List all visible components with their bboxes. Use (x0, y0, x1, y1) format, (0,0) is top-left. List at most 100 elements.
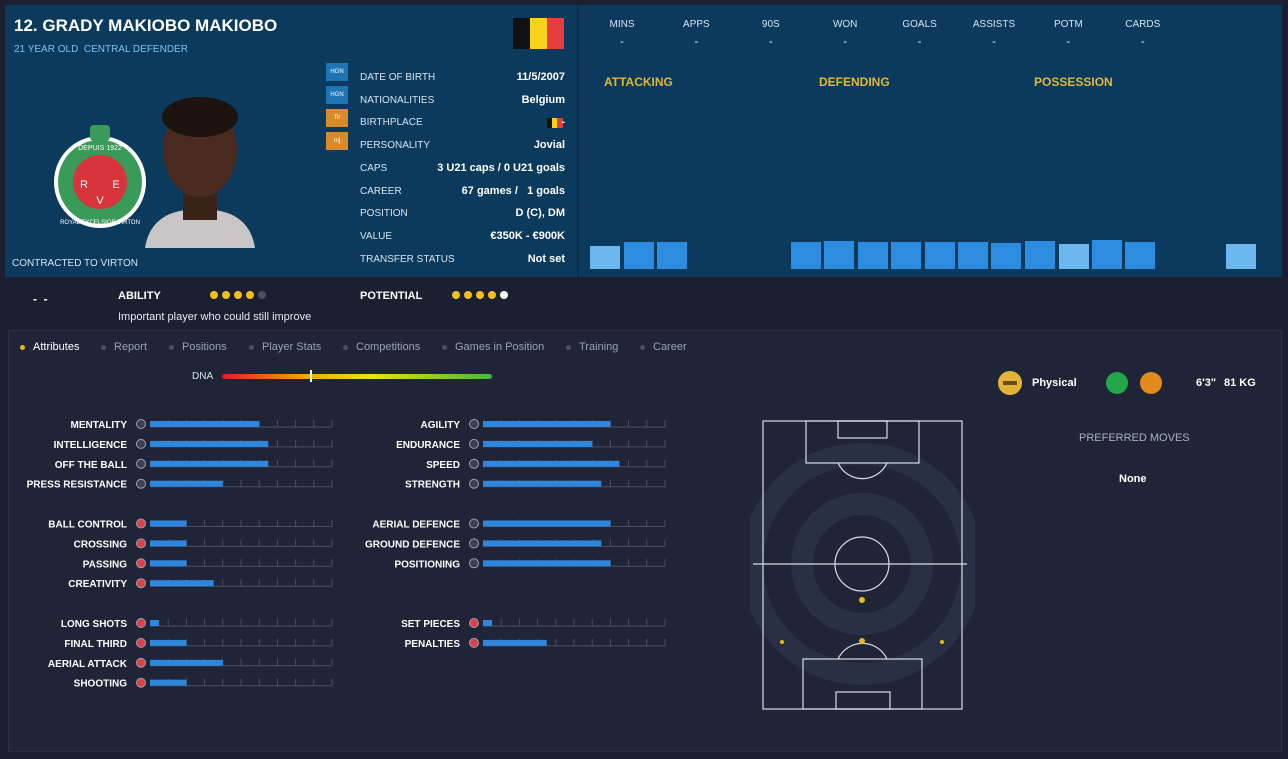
attribute-name: SHOOTING (74, 679, 128, 690)
attributes-panel (8, 330, 1282, 752)
attribute-name: AGILITY (421, 420, 461, 431)
detail-label: CAREER (360, 185, 402, 197)
tab[interactable]: Player Stats (262, 341, 322, 353)
rating-dashes: - - (33, 292, 48, 306)
tab[interactable]: Training (579, 341, 619, 353)
club-crest: DEPUIS 1922 ROYAL EXCELSIOR VIRTON R E V (54, 125, 146, 228)
contract: CONTRACTED TO VIRTON (12, 258, 138, 269)
tab-dot (343, 345, 348, 350)
attribute-bar (483, 460, 620, 467)
rating-dot (246, 291, 254, 299)
badge: Tir (326, 109, 348, 127)
tab[interactable]: Games in Position (455, 341, 545, 353)
attribute-name: AERIAL DEFENCE (372, 520, 460, 531)
tab[interactable]: Report (114, 341, 148, 353)
attribute-bar (483, 440, 593, 447)
stat-value: - (620, 36, 624, 48)
tab-dot (101, 345, 106, 350)
tab-dot (249, 345, 254, 350)
attribute-bar (483, 520, 611, 527)
detail-value: Jovial (533, 139, 565, 152)
attribute-icon (136, 637, 146, 648)
dna-bar (222, 374, 492, 379)
badge: HGN (326, 86, 348, 104)
rating-comment: Important player who could still improve (118, 311, 312, 323)
detail-value: - (561, 116, 565, 129)
attribute-bar (483, 480, 602, 487)
rating-dot (234, 291, 242, 299)
detail-value: Not set (527, 252, 565, 265)
attribute-bar (150, 659, 223, 666)
attribute-bar (150, 480, 223, 487)
potential-label: POTENTIAL (360, 290, 423, 302)
height: 6'3" (1196, 377, 1217, 389)
stat-value: - (992, 36, 996, 48)
attribute-icon (469, 518, 479, 529)
tab-dot (169, 345, 174, 350)
attribute-icon (469, 538, 479, 549)
tab[interactable]: Positions (182, 341, 227, 353)
attribute-bar (483, 421, 611, 427)
attribute-name: GROUND DEFENCE (365, 539, 460, 550)
attribute-bar (150, 560, 187, 567)
crest-ring: ROYAL EXCELSIOR VIRTON (60, 220, 140, 226)
detail-label: TRANSFER STATUS (360, 253, 455, 265)
attribute-icon (136, 518, 146, 529)
badge: Inj (326, 132, 348, 150)
crest-letter: E (112, 179, 119, 191)
crest-letter: R (80, 179, 88, 191)
attribute-name: CREATIVITY (68, 579, 127, 590)
tab[interactable]: Attributes (33, 341, 80, 353)
attribute-name: PASSING (83, 559, 127, 570)
detail-label: VALUE (360, 230, 393, 242)
attribute-name: SPEED (426, 460, 460, 471)
attributes: MENTALITY INTELLIGENCE OFF THE BALL PRESS R… (27, 419, 666, 690)
stat-value: - (768, 36, 773, 48)
tab[interactable]: Career (653, 341, 687, 353)
stat-header: ASSISTS (972, 19, 1016, 30)
tab-dot (640, 345, 645, 350)
form-bars (590, 240, 1256, 269)
detail-label: BIRTHPLACE (360, 117, 423, 129)
stat-header: WON (832, 19, 858, 30)
attribute-bar (483, 620, 493, 626)
player-photo (145, 97, 255, 248)
attribute-bar (150, 440, 269, 447)
ability-label: ABILITY (118, 290, 161, 302)
attribute-icon (136, 438, 146, 449)
detail-value: Belgium (521, 93, 565, 106)
attribute-name: POSITIONING (394, 559, 460, 570)
attribute-name: SET PIECES (401, 619, 460, 630)
attribute-bar (150, 679, 187, 686)
attribute-bar (483, 540, 602, 547)
attribute-name: MENTALITY (71, 420, 128, 431)
rating-dot (500, 291, 508, 299)
attribute-name: BALL CONTROL (48, 520, 127, 531)
attribute-icon (136, 538, 146, 549)
attribute-bar (150, 460, 269, 467)
section-title: DEFENDING (819, 75, 890, 89)
attribute-icon (469, 558, 479, 569)
rating-dot (476, 291, 484, 299)
pitch (750, 420, 975, 710)
rating-dot (258, 291, 266, 299)
attribute-icon (136, 478, 146, 489)
section-title: ATTACKING (604, 75, 673, 89)
stat-value: - (917, 36, 922, 48)
stat-value: - (1066, 36, 1071, 48)
stat-header: GOALS (902, 19, 937, 30)
attribute-icon (136, 677, 146, 688)
rating-dot (210, 291, 218, 299)
detail-value: 67 games / 1 goals (461, 184, 565, 197)
tab[interactable]: Competitions (356, 341, 421, 353)
attribute-name: STRENGTH (405, 480, 460, 491)
rating-dot (488, 291, 496, 299)
rating-dot (452, 291, 460, 299)
attribute-bar (483, 639, 547, 646)
attribute-bar (150, 540, 187, 547)
physical-icons (998, 371, 1162, 395)
attribute-icon (136, 458, 146, 469)
attribute-icon (469, 478, 479, 489)
crest-top: DEPUIS 1922 (78, 145, 122, 152)
